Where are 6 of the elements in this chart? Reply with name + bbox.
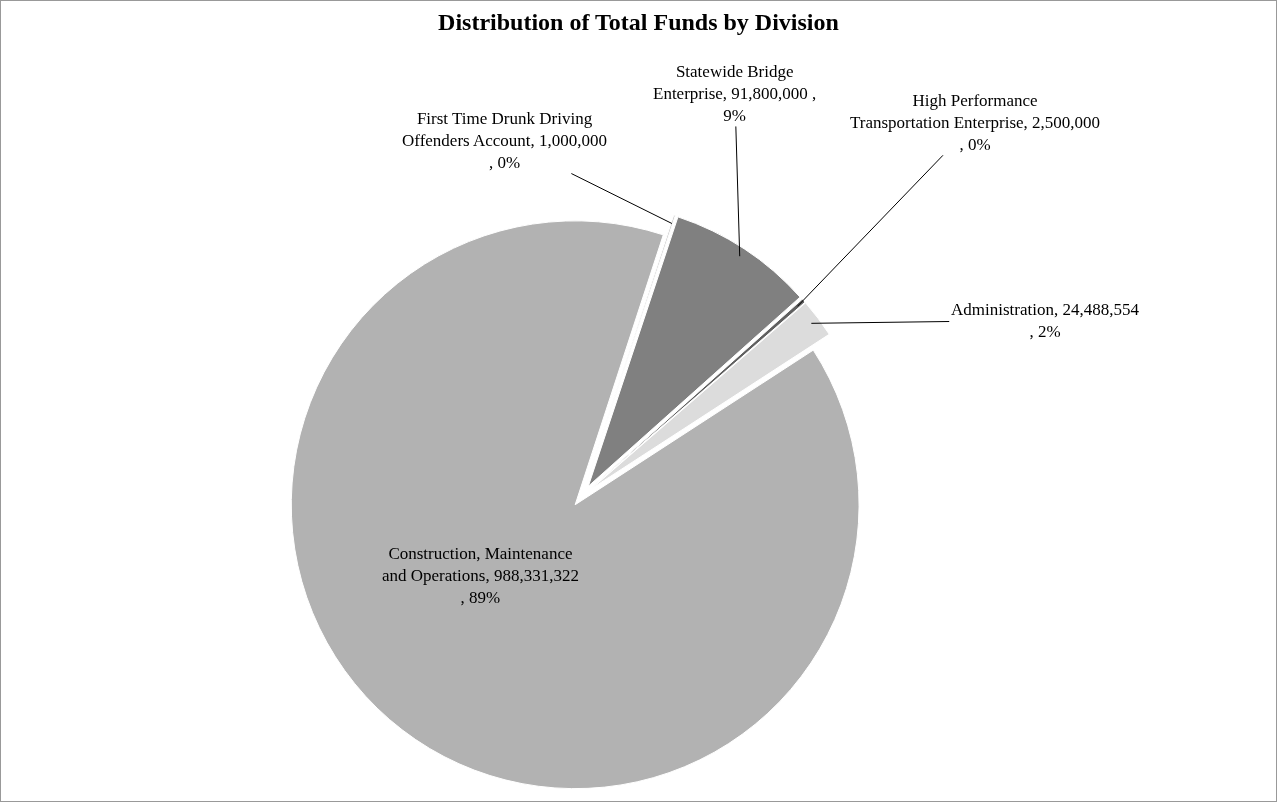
slice-label: First Time Drunk Driving Offenders Account, 1,000,000 , 0% (402, 109, 608, 173)
chart-title: Distribution of Total Funds by Division (438, 8, 839, 35)
slice-label: Construction, Maintenance and Operations, 988,331,322 , 89% (382, 544, 579, 608)
slice-label: Statewide Bridge Enterprise, 91,800,000 , 9% (653, 62, 817, 126)
slice-label: High Performance Transportation Enterprise, 2,500,000 , 0% (850, 91, 1101, 155)
slice-label: Administration, 24,488,554 , 2% (951, 300, 1140, 342)
